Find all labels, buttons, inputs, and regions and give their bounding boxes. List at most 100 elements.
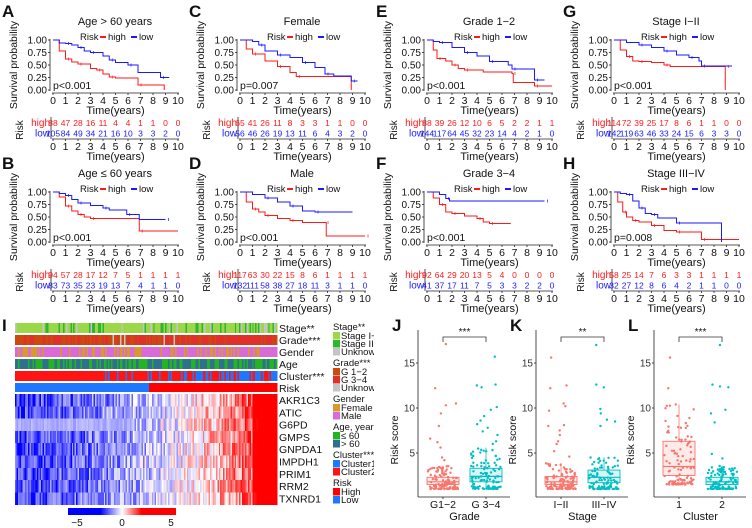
heatmap-cell: [202, 492, 205, 505]
annotation-cell: [119, 323, 122, 333]
heatmap-cell: [227, 455, 230, 468]
heatmap-cell: [157, 443, 160, 456]
heatmap-cell: [242, 394, 244, 407]
heatmap-cell: [111, 430, 113, 444]
annotation-cell: [204, 383, 206, 392]
annotation-cell: [76, 371, 78, 381]
heatmap-cell: [127, 394, 129, 407]
heatmap-cell: [97, 492, 100, 505]
annotation-cell: [84, 359, 87, 369]
heatmap-cell: [265, 492, 268, 505]
heatmap-cell: [51, 443, 54, 456]
annotation-cell: [176, 383, 179, 392]
annotation-cell: [210, 323, 212, 333]
heatmap-cell: [256, 455, 259, 468]
annotation-cell: [118, 383, 121, 392]
risk-count: 0: [537, 270, 542, 280]
heatmap-cell: [186, 430, 189, 444]
heatmap-cell: [159, 394, 161, 407]
annotation-cell: [146, 347, 148, 357]
annotation-cell: [169, 371, 172, 381]
annotation-cell: [86, 383, 89, 392]
annotation-cell: [103, 359, 106, 369]
km-curve-low: [53, 191, 166, 220]
data-point: [669, 480, 672, 483]
heatmap-cell: [103, 467, 106, 481]
risk-count: 2: [525, 118, 530, 128]
heatmap-cell: [201, 406, 204, 419]
annotation-cell: [125, 383, 128, 392]
data-point: [718, 473, 721, 477]
heatmap-cell: [271, 467, 273, 481]
annotation-cell: [212, 347, 215, 357]
heatmap-cell: [115, 430, 118, 444]
heatmap-cell: [20, 455, 23, 468]
heatmap-cell: [76, 394, 78, 407]
annotation-cell: [115, 335, 118, 345]
heatmap-cell: [64, 480, 67, 493]
annotation-cell: [58, 323, 61, 333]
data-point: [453, 485, 457, 488]
data-point: [710, 466, 714, 469]
y-tick-label: 10: [404, 404, 416, 415]
annotation-cell: [95, 371, 97, 381]
annotation-cell: [202, 323, 205, 333]
annotation-cell: [121, 335, 124, 345]
heatmap-cell: [211, 418, 214, 431]
heatmap-cell: [113, 443, 116, 456]
risk-count: 32: [609, 281, 619, 291]
annotation-cell: [215, 347, 218, 357]
annotation-cell: [23, 335, 26, 345]
annotation-cell: [20, 323, 23, 333]
data-point: [494, 476, 497, 480]
annotation-cell: [185, 335, 188, 345]
annotation-cell: [226, 335, 228, 345]
heatmap-cell: [17, 430, 20, 444]
heatmap-cell: [195, 406, 198, 419]
data-point: [565, 467, 568, 471]
heatmap-cell: [228, 480, 231, 493]
outlier-point: [602, 386, 606, 389]
legend-swatch: [333, 348, 340, 356]
annotation-cell: [146, 371, 148, 381]
annotation-cell: [102, 347, 105, 357]
heatmap-cell: [253, 480, 256, 493]
annotation-cell: [195, 347, 198, 357]
heatmap-cell: [272, 406, 275, 419]
heatmap-cell: [154, 406, 157, 419]
heatmap-cell: [176, 492, 179, 505]
heatmap-cell: [63, 406, 65, 419]
data-point: [450, 466, 453, 470]
heatmap-cell: [207, 418, 209, 431]
heatmap-cell: [28, 406, 30, 419]
annotation-cell: [272, 383, 275, 392]
annotation-cell: [186, 323, 189, 333]
data-point: [550, 487, 553, 491]
heatmap-cell: [218, 406, 221, 419]
annotation-cell: [35, 347, 38, 357]
km-curve-low: [614, 191, 722, 242]
annotation-cell: [164, 371, 167, 381]
heatmap-cell: [191, 455, 193, 468]
heatmap-cell: [48, 406, 51, 419]
annotation-cell: [236, 335, 238, 345]
heatmap-cell: [71, 418, 74, 431]
annotation-cell: [166, 359, 169, 369]
heatmap-cell: [263, 394, 266, 407]
annotation-cell: [164, 347, 167, 357]
heatmap-cell: [166, 443, 169, 456]
track-label: Risk: [279, 383, 300, 395]
heatmap-cell: [125, 406, 128, 419]
heatmap-cell: [167, 406, 170, 419]
data-point: [721, 473, 725, 476]
x-axis-label: Time(years): [273, 105, 331, 117]
risk-count: 24: [672, 129, 682, 139]
annotation-cell: [263, 335, 266, 345]
annotation-cell: [183, 383, 186, 392]
data-point: [472, 470, 475, 473]
x-tick-label: 8: [524, 95, 530, 107]
annotation-cell: [243, 323, 246, 333]
heatmap-cell: [268, 455, 271, 468]
heatmap-cell: [51, 455, 54, 468]
annotation-cell: [150, 347, 153, 357]
